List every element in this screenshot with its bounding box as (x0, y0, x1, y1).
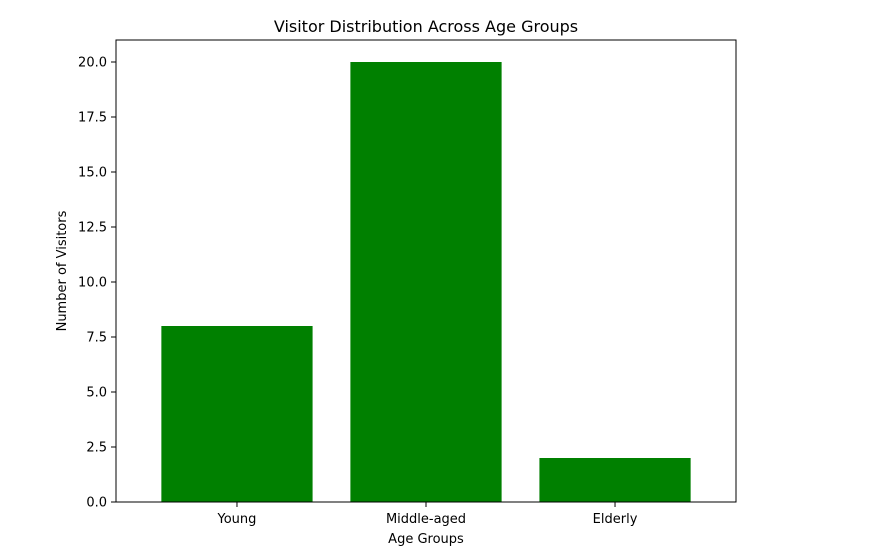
y-axis-ticks: 0.0 2.5 5.0 7.5 10.0 12.5 15.0 17.5 20.0 (78, 56, 116, 511)
plot-frame (115, 39, 737, 503)
y-tick-label: 0.0 (86, 496, 107, 511)
y-tick-label: 10.0 (78, 276, 107, 291)
y-tick-label: 5.0 (86, 386, 107, 401)
bar-elderly (539, 458, 691, 502)
y-tick-label: 2.5 (86, 441, 107, 456)
bar-middle-aged (350, 62, 502, 502)
bar-young (161, 326, 313, 502)
y-tick-label: 7.5 (86, 331, 107, 346)
x-tick-label: Young (217, 512, 257, 527)
bars-group (161, 62, 691, 502)
x-axis-ticks: Young Middle-aged Elderly (217, 502, 638, 527)
x-tick-label: Elderly (593, 512, 638, 527)
chart-title: Visitor Distribution Across Age Groups (274, 17, 578, 36)
y-tick-label: 15.0 (78, 166, 107, 181)
y-tick-label: 20.0 (78, 56, 107, 71)
y-tick-label: 12.5 (78, 221, 107, 236)
y-tick-label: 17.5 (78, 111, 107, 126)
x-tick-label: Middle-aged (386, 512, 466, 527)
y-axis-label: Number of Visitors (55, 210, 70, 331)
x-axis-label: Age Groups (388, 532, 464, 547)
